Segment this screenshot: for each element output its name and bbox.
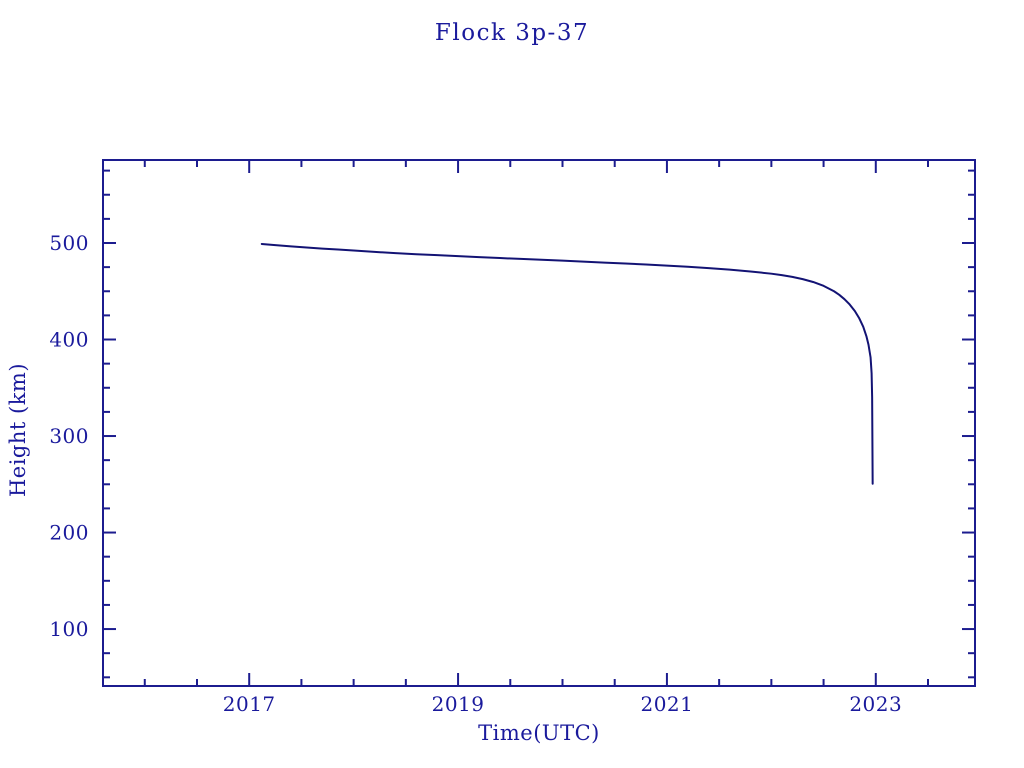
y-axis-title: Height (km) <box>6 363 30 497</box>
x-tick-label: 2017 <box>223 692 276 716</box>
axis-ticks <box>103 160 975 686</box>
x-axis-title: Time(UTC) <box>478 721 600 745</box>
y-tick-label: 200 <box>49 521 89 545</box>
data-series-layer <box>260 242 874 485</box>
data-series-line <box>260 242 874 485</box>
y-tick-label: 400 <box>49 328 89 352</box>
y-tick-label: 100 <box>49 617 89 641</box>
x-tick-label: 2023 <box>849 692 902 716</box>
x-tick-label: 2019 <box>432 692 485 716</box>
x-tick-label: 2021 <box>640 692 693 716</box>
axis-tick-labels: 2017 2019 2021 2023 100 200 300 400 500 <box>49 231 902 716</box>
y-tick-label: 500 <box>49 231 89 255</box>
axes-frame <box>102 159 976 687</box>
y-tick-label: 300 <box>49 424 89 448</box>
chart-title: Flock 3p-37 <box>435 20 589 46</box>
